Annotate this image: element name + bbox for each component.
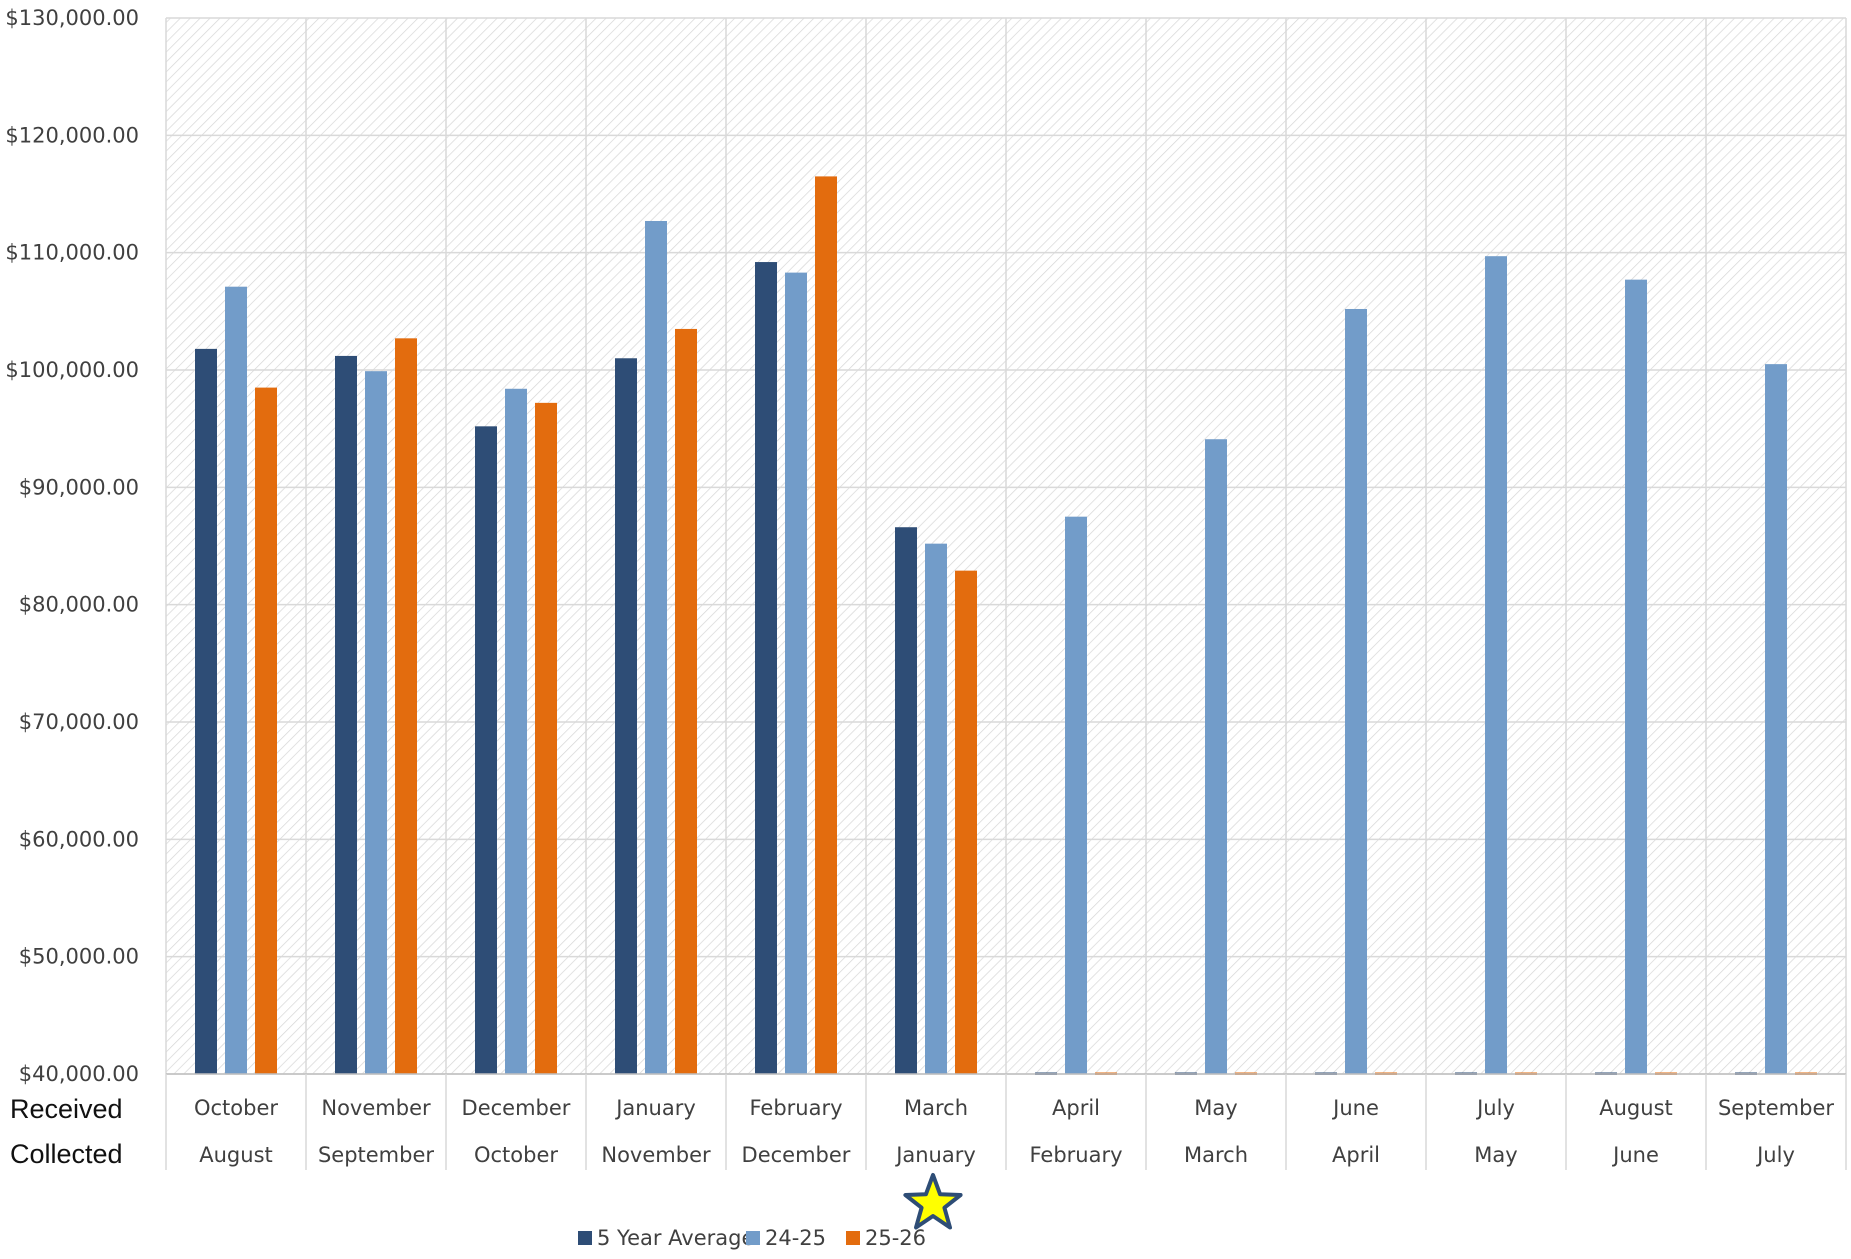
bar-5-year-average-march xyxy=(895,527,917,1074)
marker xyxy=(903,1173,963,1230)
y-tick-label: $90,000.00 xyxy=(19,475,139,499)
bar-24-25-october xyxy=(225,286,247,1074)
legend-label: 25-26 xyxy=(865,1226,926,1250)
legend: 5 Year Average 24-25 25-26 xyxy=(578,1226,926,1250)
x-tick-label-received: October xyxy=(194,1096,278,1120)
bar-25-26-october xyxy=(255,387,277,1075)
legend-label: 24-25 xyxy=(765,1226,826,1250)
bar-24-25-december xyxy=(505,388,527,1075)
bar-24-25-september xyxy=(1765,364,1787,1075)
bar-25-26-march xyxy=(955,570,977,1074)
x-tick-label-received: September xyxy=(1718,1096,1834,1120)
x-tick-label-collected: March xyxy=(1184,1143,1248,1167)
bar-24-25-february xyxy=(785,272,807,1074)
y-tick-label: $40,000.00 xyxy=(19,1062,139,1086)
row-label-received: Received xyxy=(10,1094,123,1124)
x-tick-label-received: April xyxy=(1052,1096,1100,1120)
x-tick-label-collected: December xyxy=(742,1143,851,1167)
x-tick-label-received: July xyxy=(1475,1096,1515,1120)
bar-25-26-february xyxy=(815,176,837,1074)
legend-swatch xyxy=(578,1231,592,1245)
x-tick-label-received: May xyxy=(1194,1096,1237,1120)
x-tick-label-received: March xyxy=(904,1096,968,1120)
bar-24-25-july xyxy=(1485,256,1507,1075)
row-label-collected: Collected xyxy=(10,1139,123,1169)
y-tick-label: $130,000.00 xyxy=(5,6,139,30)
bar-5-year-average-october xyxy=(195,348,217,1074)
y-tick-label: $70,000.00 xyxy=(19,710,139,734)
x-tick-label-collected: October xyxy=(474,1143,558,1167)
x-tick-label-collected: June xyxy=(1611,1143,1659,1167)
bar-24-25-june xyxy=(1345,308,1367,1074)
bar-5-year-average-november xyxy=(335,355,357,1074)
x-axis: October August November September December Oc… xyxy=(165,1073,1847,1170)
bars xyxy=(195,176,1817,1075)
bar-25-26-january xyxy=(675,328,697,1074)
y-tick-label: $60,000.00 xyxy=(19,827,139,851)
x-tick-label-received: August xyxy=(1599,1096,1673,1120)
x-tick-label-received: June xyxy=(1331,1096,1379,1120)
x-tick-label-received: January xyxy=(614,1096,696,1120)
x-tick-label-collected: January xyxy=(894,1143,976,1167)
bar-24-25-april xyxy=(1065,516,1087,1074)
star-icon xyxy=(903,1173,963,1230)
bar-24-25-november xyxy=(365,371,387,1074)
x-tick-label-collected: August xyxy=(199,1143,273,1167)
x-tick-label-collected: April xyxy=(1332,1143,1380,1167)
x-tick-label-collected: February xyxy=(1029,1143,1122,1167)
gridlines xyxy=(165,17,1847,1075)
bar-5-year-average-february xyxy=(755,262,777,1074)
y-axis: $40,000.00 $50,000.00 $60,000.00 $70,000.00… xyxy=(5,6,139,1086)
bar-24-25-august xyxy=(1625,279,1647,1074)
bar-5-year-average-december xyxy=(475,426,497,1074)
x-tick-label-collected: November xyxy=(601,1143,711,1167)
x-tick-label-collected: September xyxy=(318,1143,434,1167)
bar-25-26-december xyxy=(535,402,557,1074)
legend-swatch xyxy=(846,1231,860,1245)
y-tick-label: $100,000.00 xyxy=(5,358,139,382)
bar-5-year-average-january xyxy=(615,358,637,1074)
bar-25-26-november xyxy=(395,338,417,1074)
y-tick-label: $80,000.00 xyxy=(19,593,139,617)
row-labels: Received Collected xyxy=(10,1094,123,1169)
legend-label: 5 Year Average xyxy=(597,1226,754,1250)
bar-24-25-may xyxy=(1205,439,1227,1074)
legend-swatch xyxy=(746,1231,760,1245)
y-tick-label: $120,000.00 xyxy=(5,123,139,147)
bar-24-25-january xyxy=(645,220,667,1074)
x-tick-label-collected: May xyxy=(1474,1143,1517,1167)
x-tick-label-received: February xyxy=(749,1096,842,1120)
bar-24-25-march xyxy=(925,543,947,1074)
x-tick-label-received: November xyxy=(321,1096,431,1120)
y-tick-label: $50,000.00 xyxy=(19,945,139,969)
y-tick-label: $110,000.00 xyxy=(5,241,139,265)
x-tick-label-collected: July xyxy=(1755,1143,1795,1167)
x-tick-label-received: December xyxy=(462,1096,571,1120)
